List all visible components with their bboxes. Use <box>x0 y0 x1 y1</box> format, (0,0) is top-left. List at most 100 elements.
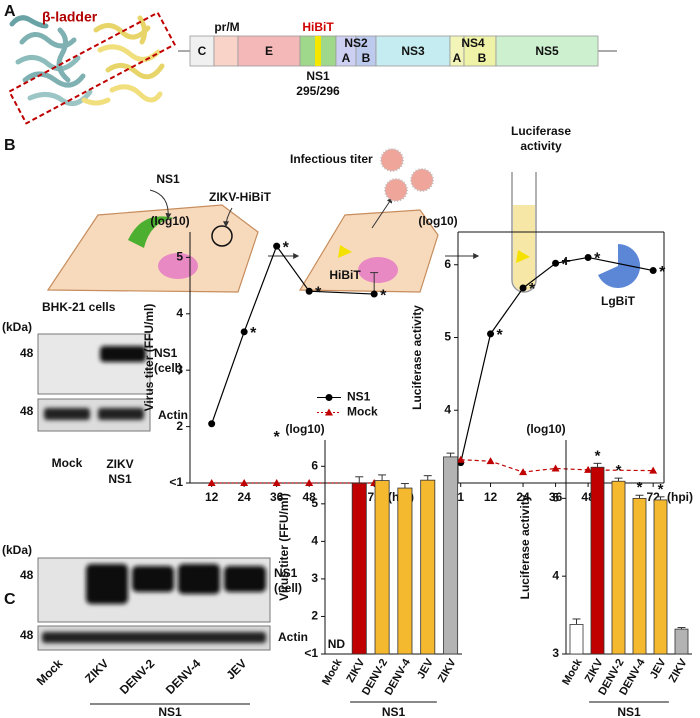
y-tick-label: 5 <box>552 491 559 505</box>
y-tick-label: 3 <box>552 646 559 660</box>
marker <box>487 330 495 338</box>
highlight-box <box>8 11 176 125</box>
y-tick-label: 5 <box>311 496 318 510</box>
genome-label: A <box>342 51 351 65</box>
x-tick-label: 36 <box>549 490 563 504</box>
panel-label: A <box>4 3 16 20</box>
legend-marker <box>325 408 333 416</box>
y-axis-title: Virus titer (FFU/ml) <box>142 304 156 412</box>
marker <box>649 466 658 474</box>
blot-label: (kDa) <box>2 543 32 557</box>
segment-e <box>237 35 301 67</box>
hibit-peptide <box>516 250 530 263</box>
lysate <box>513 205 535 291</box>
genome-label: NS2 <box>344 36 368 50</box>
y-tick-label: 4 <box>311 534 318 548</box>
significance: * <box>380 287 387 304</box>
y-unit: (log10) <box>526 422 565 436</box>
bar <box>611 480 626 655</box>
blot-lane: DENV-2 <box>117 656 158 697</box>
y-axis-title: Luciferase activity <box>518 494 532 599</box>
significance: * <box>616 462 622 479</box>
genome-label: 295/296 <box>296 84 340 98</box>
x-tick-label: 12 <box>205 490 219 504</box>
marker <box>584 465 593 473</box>
y-axis-title: Virus titer (FFU/ml) <box>277 493 291 601</box>
blot-band <box>86 564 128 604</box>
significance: * <box>315 284 322 301</box>
bar <box>374 480 390 655</box>
structure-label: β-ladder <box>42 9 98 25</box>
annotation: * <box>274 429 281 446</box>
value-label: ND <box>328 637 346 651</box>
marker <box>272 479 281 486</box>
bar <box>397 487 413 655</box>
blot-lane: Mock <box>52 456 83 470</box>
ns1-protein <box>128 216 174 248</box>
y-unit: (log10) <box>285 422 324 436</box>
y-tick-label: 4 <box>444 402 451 416</box>
group-label: NS1 <box>617 705 641 718</box>
schematic-label: HiBiT <box>329 268 361 282</box>
cell <box>46 204 259 293</box>
significance: * <box>497 327 504 344</box>
significance: * <box>529 281 536 298</box>
schematic-label: ZIKV-HiBiT <box>209 190 272 204</box>
nucleus <box>158 253 198 279</box>
segment-ns3 <box>375 35 451 67</box>
genome-label: NS4 <box>461 36 485 50</box>
x-tick-label: 24 <box>237 490 251 504</box>
y-tick-label: 2 <box>176 419 183 433</box>
nucleus <box>358 257 398 283</box>
x-tick-label: ZIKV <box>667 656 690 684</box>
genome-label: E <box>265 44 273 58</box>
y-tick-label: 5 <box>444 330 451 344</box>
schematic-label: BHK-21 cells <box>42 300 116 314</box>
marker <box>208 420 216 428</box>
x-tick-label: Mock <box>560 656 585 687</box>
marker <box>551 464 560 472</box>
marker <box>240 479 249 486</box>
schematic-label: NS1 <box>156 172 180 186</box>
x-tick-label: 36 <box>270 490 284 504</box>
y-unit: (log10) <box>150 214 189 228</box>
y-axis-title: Luciferase activity <box>410 305 424 410</box>
x-tick-label: ZIKV <box>436 656 459 684</box>
x-tick-label: 48 <box>302 490 316 504</box>
genome-label: C <box>198 44 207 58</box>
blot-lane: DENV-4 <box>163 656 204 697</box>
blot-label: 48 <box>20 346 34 360</box>
blot <box>37 333 151 395</box>
blot-band <box>42 632 266 643</box>
y-tick-label: 3 <box>311 571 318 585</box>
lgbit-protein <box>598 243 641 288</box>
series-line <box>460 256 654 463</box>
hibit-insert <box>315 36 321 66</box>
blot-label: 48 <box>20 568 34 582</box>
blot-band <box>100 346 146 362</box>
bar <box>674 628 689 655</box>
significance: * <box>595 447 601 464</box>
y-tick-label: 6 <box>444 257 451 271</box>
y-tick-label: 4 <box>552 568 559 582</box>
x-tick-label: Mock <box>320 656 345 687</box>
x-unit: (hpi) <box>667 490 693 504</box>
x-tick-label: ZIKV <box>344 656 367 684</box>
legend-label: Mock <box>347 405 378 419</box>
blot-band <box>178 564 220 594</box>
y-tick-label: 6 <box>311 458 318 472</box>
blot-label: Actin <box>158 408 188 422</box>
blot-label: (kDa) <box>2 320 32 334</box>
blot-lane: ZIKV NS1 <box>106 457 134 486</box>
y-tick-label: 2 <box>311 609 318 623</box>
legend-label: NS1 <box>347 390 371 404</box>
significance: * <box>658 481 664 498</box>
marker <box>456 455 465 463</box>
marker <box>584 253 592 261</box>
panel-label: B <box>4 137 16 154</box>
marker <box>649 267 657 275</box>
blot-label: Actin <box>278 630 308 644</box>
genome-segments <box>189 35 599 67</box>
hibit-peptide <box>338 245 352 258</box>
